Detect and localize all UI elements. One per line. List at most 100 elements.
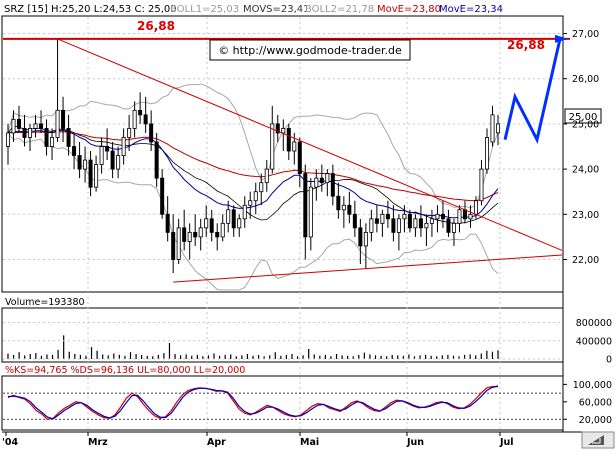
last-price-label: 25,00 [569,112,598,123]
candle-body [110,150,115,170]
price-axis-ticks: 27,00 26,00 25,00 24,00 23,00 22,00 [563,29,599,266]
stochastic-lines [3,385,562,420]
candle-body [352,213,357,229]
candle-body [116,155,121,170]
volume-bars [7,335,499,359]
date-tick-label: Mai [300,437,319,448]
candle-body [330,173,335,197]
candle-body [149,123,154,143]
candle-body [127,128,132,138]
stochastic-tick-label: 20,000 [579,415,612,426]
upper-trendline [57,38,563,251]
price-tick-label: 24,00 [572,165,599,176]
candle-body [440,213,445,220]
ema-long-line [7,131,499,202]
candle-body [281,128,286,134]
candle-body [11,118,16,134]
watermark-box [209,39,411,61]
date-tick-label: Mrz [88,437,108,448]
candle-body [479,168,484,202]
candle-body [297,141,302,175]
candle-body [77,155,82,170]
date-tick-label: Jun [406,437,424,448]
candle-body [259,182,264,193]
candle-body [468,213,473,220]
candle-body [121,137,126,156]
candle-body [292,141,297,152]
price-panel-frame [1,15,564,293]
stochastic-title-text: %KS=94,765 %DS=96,136 UL=80,000 LL=20,00… [5,365,245,376]
date-tick-label: '04 [2,437,19,448]
candle-body [413,218,418,229]
candle-body [314,177,319,188]
volume-tick-label: 0 [606,355,612,366]
candlesticks [6,38,500,274]
candle-body [154,141,159,179]
candle-body [462,209,467,220]
candle-body [391,218,396,233]
stochastic-tick-label: 60,000 [579,397,612,408]
candle-body [435,213,440,220]
candle-body [105,146,110,152]
resize-grip-icon[interactable] [581,431,615,449]
projection-arrowhead [555,34,568,43]
candle-body [220,222,225,238]
candle-body [429,218,434,224]
candle-body [55,109,60,138]
candle-body [385,213,390,220]
candle-body [50,137,55,147]
candle-body [66,128,71,147]
candle-body [484,137,489,170]
candle-body [286,128,291,152]
price-tick-label: 22,00 [572,255,599,266]
candle-body [215,231,220,238]
candle-body [226,209,231,224]
moving-average-line [7,125,499,224]
candle-body [171,231,176,260]
watermark-text: © http://www.godmode-trader.de [218,44,402,57]
symbol-info: SRZ [15] H:25,20 L:24,53 C: 25,00 [4,4,177,15]
volume-tick-label: 400000 [576,336,612,347]
candle-body [407,213,412,229]
volume-tick-label: 800000 [576,318,612,329]
candle-body [457,209,462,224]
volume-axis-ticks: 800000 400000 0 [3,318,612,366]
candle-body [270,123,275,170]
projection-arrow [503,38,562,145]
candle-body [231,209,236,229]
candle-body [193,231,198,238]
candle-body [198,227,203,238]
candle-body [33,123,38,129]
candle-body [209,218,214,233]
candle-body [347,204,352,215]
stochastic-tick-label: 100,000 [573,380,612,391]
candle-body [319,177,324,184]
candle-body [363,231,368,247]
candle-body [402,213,407,220]
ds-line [7,385,499,420]
candle-body [39,123,44,129]
last-price-box [564,108,602,124]
candle-body [303,173,308,238]
candle-body [187,231,192,242]
candle-body [72,146,77,156]
candle-body [242,204,247,220]
candle-body [88,159,93,188]
trend-overlays [3,34,570,283]
candle-body [446,218,451,233]
candle-body [6,132,11,147]
boll1-value: BOLL1=25,03 [170,4,239,15]
date-axis-ticks: '04 Mrz Apr Mai Jun Jul [2,432,514,448]
candle-body [473,200,478,215]
ema-short-line [7,129,499,219]
move2-value: MovE=23,34 [439,4,503,15]
candle-body [451,222,456,233]
candle-body [237,218,242,229]
candle-body [264,168,269,184]
candle-body [369,218,374,233]
candle-body [160,177,165,215]
candle-body [204,218,209,229]
candle-body [380,213,385,224]
candle-body [275,123,280,134]
